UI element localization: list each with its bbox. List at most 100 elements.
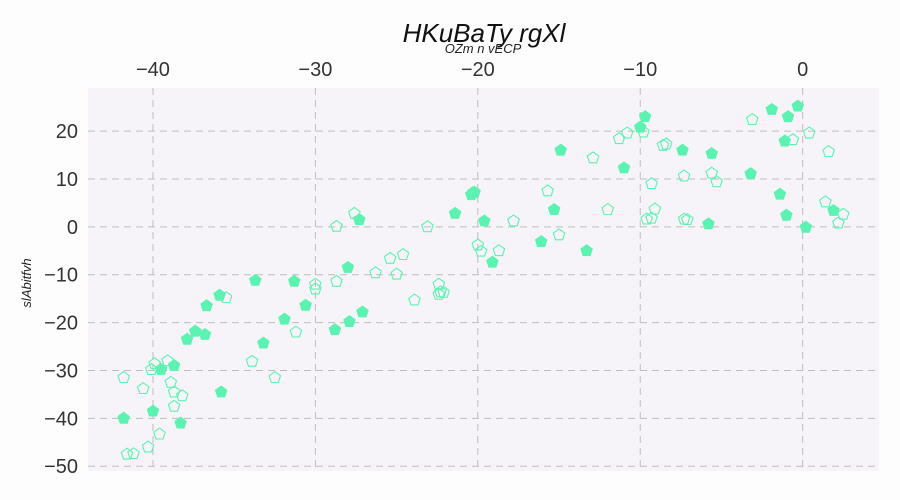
- hollow-marker: [640, 212, 654, 225]
- filled-marker: [638, 110, 652, 123]
- hollow-marker: [659, 137, 673, 150]
- hollow-marker: [219, 291, 233, 304]
- filled-marker: [765, 102, 779, 115]
- hollow-marker: [289, 325, 303, 338]
- filled-marker: [781, 110, 795, 123]
- tick-labels: −40 −30 −20 −10 0 20 10 0 −10 −20 −30 −40 −50: [44, 59, 808, 478]
- filled-marker: [744, 167, 757, 180]
- hollow-marker: [268, 370, 282, 384]
- filled-marker: [288, 274, 301, 287]
- hollow-marker: [612, 132, 626, 145]
- hollow-marker: [705, 166, 719, 179]
- hollow-marker: [167, 399, 181, 412]
- hollow-marker: [136, 382, 150, 395]
- filled-marker: [328, 323, 342, 336]
- hollow-marker: [396, 247, 410, 261]
- hollow-marker: [383, 251, 397, 264]
- y-tick-label: −20: [44, 313, 78, 335]
- x-tick-label: −20: [461, 59, 495, 81]
- filled-marker: [180, 332, 194, 345]
- hollow-marker: [408, 293, 421, 306]
- filled-marker: [799, 220, 813, 233]
- y-tick-label: −10: [44, 265, 78, 287]
- hollow-marker: [552, 228, 566, 241]
- hollow-marker: [167, 385, 181, 398]
- filled-marker: [676, 143, 689, 156]
- hollow-marker: [822, 145, 836, 158]
- filled-marker: [547, 202, 561, 215]
- filled-marker: [200, 299, 213, 312]
- x-tick-label: −10: [623, 59, 657, 81]
- y-tick-label: 10: [56, 169, 78, 191]
- hollow-marker: [432, 287, 446, 300]
- filled-marker: [356, 305, 369, 318]
- filled-marker: [773, 187, 787, 200]
- hollow-marker: [492, 244, 506, 257]
- filled-marker: [617, 161, 631, 174]
- filled-marker: [791, 99, 805, 112]
- hollow-marker: [309, 277, 322, 290]
- filled-marker: [780, 208, 793, 221]
- y-tick-label: −30: [44, 360, 78, 382]
- filled-marker: [580, 244, 593, 257]
- hollow-marker: [745, 112, 759, 126]
- filled-marker: [198, 327, 212, 340]
- hollow-marker: [466, 186, 480, 199]
- y-tick-label: 20: [56, 121, 78, 143]
- hollow-marker: [348, 206, 361, 219]
- hollow-marker: [117, 370, 131, 384]
- hollow-marker: [164, 375, 178, 388]
- filled-marker: [633, 120, 647, 133]
- hollow-marker: [507, 214, 520, 227]
- hollow-marker: [148, 357, 161, 370]
- hollow-marker: [680, 213, 694, 226]
- filled-marker: [702, 217, 715, 230]
- plot-area: [88, 88, 879, 471]
- hollow-marker: [677, 169, 691, 182]
- hollow-marker: [141, 440, 155, 453]
- filled-marker: [174, 416, 187, 429]
- hollow-marker: [369, 266, 382, 279]
- hollow-marker: [144, 362, 158, 375]
- filled-marker: [554, 143, 567, 156]
- data-points: [117, 99, 850, 460]
- hollow-marker: [601, 202, 615, 216]
- hollow-marker: [710, 175, 723, 188]
- filled-marker: [146, 404, 160, 417]
- x-tick-label: −30: [298, 59, 332, 81]
- hollow-marker: [330, 219, 343, 232]
- filled-marker: [249, 273, 262, 286]
- hollow-marker: [245, 354, 259, 367]
- hollow-marker: [541, 184, 555, 197]
- hollow-marker: [474, 244, 488, 257]
- filled-marker: [257, 336, 270, 349]
- filled-marker: [299, 298, 312, 311]
- filled-marker: [188, 324, 202, 337]
- hollow-marker: [786, 133, 800, 146]
- filled-marker: [117, 411, 130, 424]
- hollow-marker: [175, 389, 189, 402]
- hollow-marker: [390, 267, 403, 280]
- filled-marker: [278, 312, 291, 325]
- hollow-marker: [648, 202, 662, 215]
- grid-lines: [88, 88, 879, 471]
- filled-marker: [534, 235, 548, 247]
- hollow-marker: [637, 125, 650, 138]
- y-tick-label: 0: [67, 217, 78, 239]
- x-tick-label: −40: [136, 59, 170, 81]
- hollow-marker: [153, 427, 166, 440]
- filled-marker: [214, 385, 228, 398]
- hollow-marker: [432, 277, 446, 290]
- hollow-marker: [645, 177, 658, 190]
- y-tick-label: −40: [44, 408, 78, 430]
- hollow-marker: [437, 285, 451, 298]
- hollow-marker: [421, 220, 434, 233]
- y-tick-label: −50: [44, 456, 78, 478]
- hollow-marker: [330, 274, 343, 287]
- hollow-marker: [836, 207, 850, 220]
- filled-marker: [478, 214, 491, 227]
- filled-marker: [167, 359, 181, 371]
- hollow-marker: [656, 138, 670, 151]
- x-tick-label: 0: [797, 59, 808, 81]
